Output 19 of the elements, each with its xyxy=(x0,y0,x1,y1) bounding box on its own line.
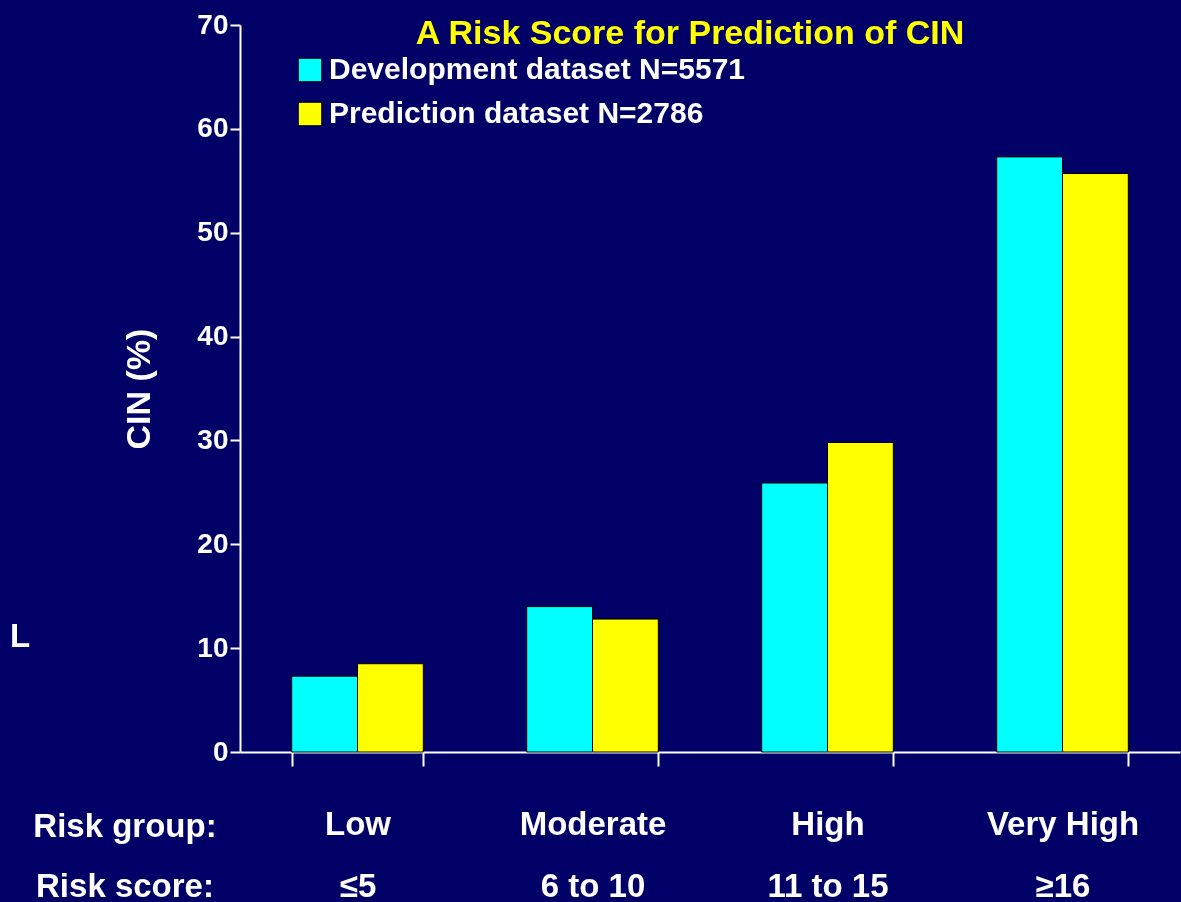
y-tick-label: 50 xyxy=(197,216,229,248)
text: L xyxy=(9,617,31,654)
legend-label: Development dataset N=5571 xyxy=(329,52,746,85)
x-tick-label: Very High ≥16 xyxy=(986,804,1140,902)
y-axis-title: CIN (%) xyxy=(119,328,158,450)
y-tick-label: 10 xyxy=(197,631,229,663)
y-tick-label: 60 xyxy=(197,112,229,144)
x-tick-label: High 11 to 15 xyxy=(767,804,889,902)
y-tick-label: 70 xyxy=(197,8,229,40)
text: Risk score: xyxy=(36,867,214,902)
x-tick-label: Moderate 6 to 10 xyxy=(519,804,667,902)
y-tick-label: 30 xyxy=(197,423,229,455)
legend-label: Prediction dataset N=2786 xyxy=(329,96,704,129)
y-tick-label: 40 xyxy=(197,320,229,352)
y-tick-label: 0 xyxy=(212,735,229,767)
x-tick-label: Low ≤5 xyxy=(325,804,392,902)
text: Risk group: xyxy=(33,807,217,844)
chart-title: A Risk Score for Prediction of CIN xyxy=(415,13,965,51)
y-tick-label: 20 xyxy=(197,527,229,559)
